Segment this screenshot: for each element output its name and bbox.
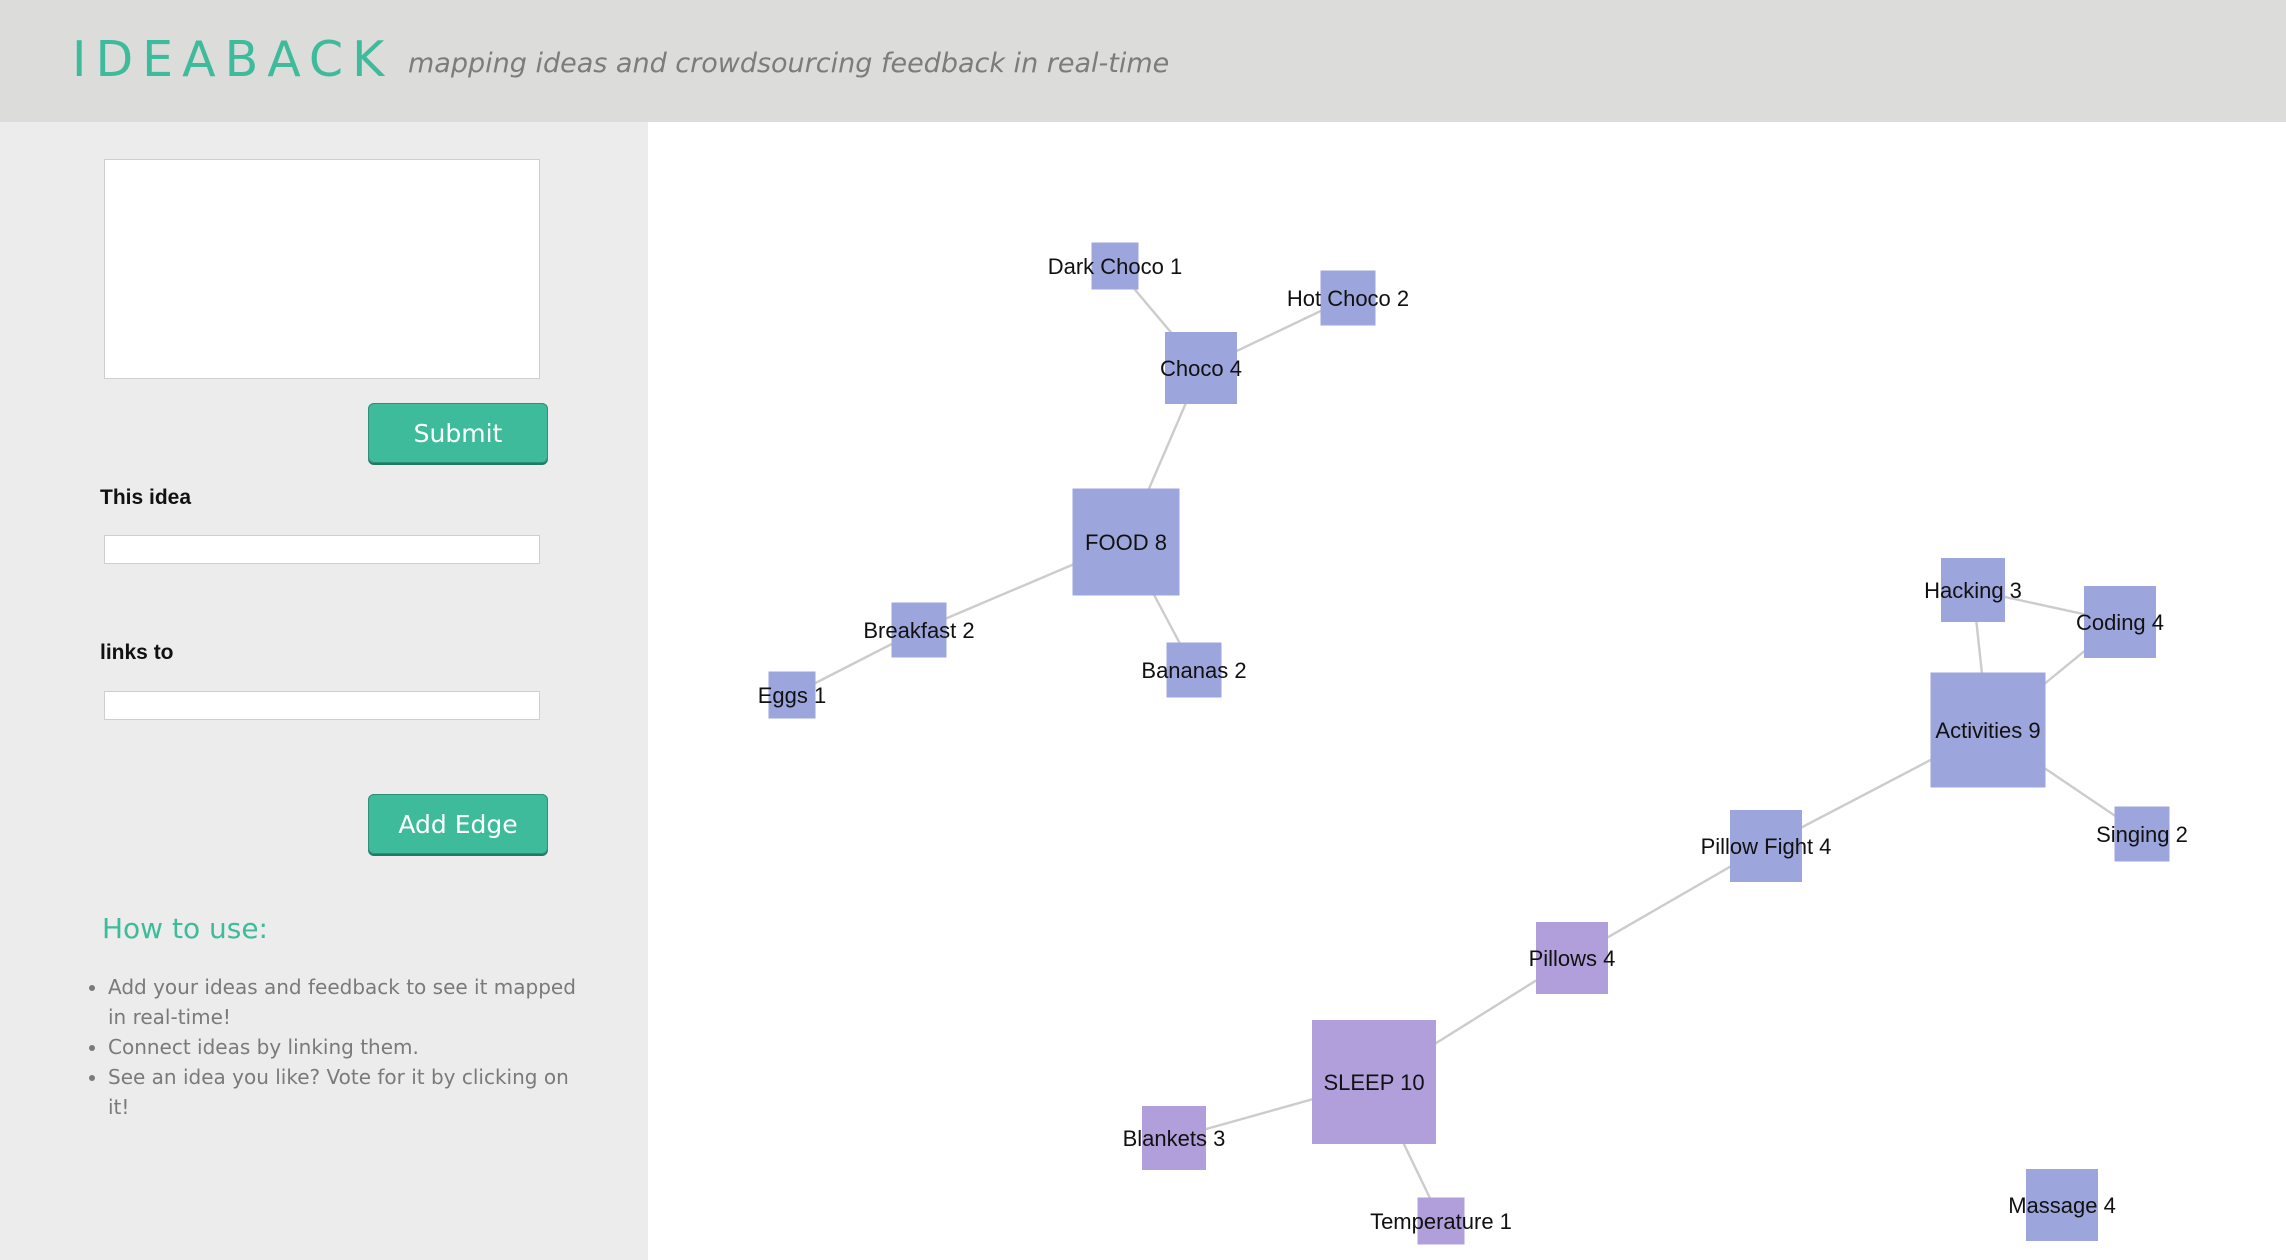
idea-node-box[interactable] <box>1941 558 2005 622</box>
idea-node-breakfast[interactable]: Breakfast 2 <box>863 602 975 658</box>
submit-button[interactable]: Submit <box>368 403 548 463</box>
idea-node-label: Hacking 3 <box>1924 578 2022 603</box>
links-to-input[interactable] <box>104 691 540 720</box>
idea-node-label: Activities 9 <box>1935 718 2040 743</box>
links-to-label: links to <box>100 641 174 664</box>
idea-node-box[interactable] <box>768 671 816 719</box>
idea-node-pillows[interactable]: Pillows 4 <box>1529 922 1616 994</box>
idea-node-darkchoco[interactable]: Dark Choco 1 <box>1048 242 1183 290</box>
idea-node-box[interactable] <box>2026 1169 2098 1241</box>
idea-node-food[interactable]: FOOD 8 <box>1072 488 1180 596</box>
this-idea-input[interactable] <box>104 535 540 564</box>
idea-node-massage[interactable]: Massage 4 <box>2008 1169 2116 1241</box>
idea-node-box[interactable] <box>1536 922 1608 994</box>
idea-node-hotchoco[interactable]: Hot Choco 2 <box>1287 270 1409 326</box>
list-item: Add your ideas and feedback to see it ma… <box>108 972 578 1032</box>
idea-node-box[interactable] <box>891 602 947 658</box>
idea-node-label: SLEEP 10 <box>1323 1070 1424 1095</box>
idea-node-label: Dark Choco 1 <box>1048 254 1183 279</box>
idea-node-box[interactable] <box>1142 1106 1206 1170</box>
idea-node-label: Choco 4 <box>1160 356 1242 381</box>
add-edge-button[interactable]: Add Edge <box>368 794 548 854</box>
idea-node-hacking[interactable]: Hacking 3 <box>1924 558 2022 622</box>
app-tagline: mapping ideas and crowdsourcing feedback… <box>408 48 1170 79</box>
list-item: See an idea you like? Vote for it by cli… <box>108 1062 578 1122</box>
idea-node-label: Coding 4 <box>2076 610 2164 635</box>
idea-node-box[interactable] <box>1930 672 2046 788</box>
idea-node-label: Singing 2 <box>2096 822 2188 847</box>
idea-node-singing[interactable]: Singing 2 <box>2096 806 2188 862</box>
idea-node-blankets[interactable]: Blankets 3 <box>1123 1106 1226 1170</box>
idea-node-coding[interactable]: Coding 4 <box>2076 586 2164 658</box>
how-to-use-list: Add your ideas and feedback to see it ma… <box>80 972 578 1122</box>
idea-node-label: Breakfast 2 <box>863 618 974 643</box>
idea-node-box[interactable] <box>1091 242 1139 290</box>
idea-node-box[interactable] <box>1166 642 1222 698</box>
idea-node-box[interactable] <box>1730 810 1802 882</box>
idea-node-pillowfight[interactable]: Pillow Fight 4 <box>1701 810 1832 882</box>
idea-node-box[interactable] <box>1417 1197 1465 1245</box>
idea-node-temperature[interactable]: Temperature 1 <box>1370 1197 1512 1245</box>
idea-node-label: Pillow Fight 4 <box>1701 834 1832 859</box>
idea-node-bananas[interactable]: Bananas 2 <box>1141 642 1247 698</box>
app-header: IDEABACK mapping ideas and crowdsourcing… <box>0 0 2286 122</box>
how-to-use-heading: How to use: <box>102 912 268 945</box>
idea-node-label: Blankets 3 <box>1123 1126 1226 1151</box>
idea-node-label: Eggs 1 <box>758 683 827 708</box>
idea-node-label: FOOD 8 <box>1085 530 1167 555</box>
idea-node-choco[interactable]: Choco 4 <box>1160 332 1242 404</box>
idea-node-box[interactable] <box>1072 488 1180 596</box>
sidebar: Submit This idea links to Add Edge How t… <box>0 122 648 1260</box>
nodes-layer: FOOD 8 Choco 4 Dark Choco 1 Hot Choco 2 Brea… <box>758 242 2188 1245</box>
idea-node-label: Bananas 2 <box>1141 658 1246 683</box>
idea-node-activities[interactable]: Activities 9 <box>1930 672 2046 788</box>
idea-node-box[interactable] <box>1312 1020 1436 1144</box>
idea-node-box[interactable] <box>2114 806 2170 862</box>
idea-node-label: Temperature 1 <box>1370 1209 1512 1234</box>
idea-node-box[interactable] <box>1165 332 1237 404</box>
list-item: Connect ideas by linking them. <box>108 1032 578 1062</box>
idea-node-label: Hot Choco 2 <box>1287 286 1409 311</box>
idea-graph-canvas: FOOD 8 Choco 4 Dark Choco 1 Hot Choco 2 Brea… <box>648 122 2286 1260</box>
idea-node-box[interactable] <box>1320 270 1376 326</box>
idea-node-label: Massage 4 <box>2008 1193 2116 1218</box>
this-idea-label: This idea <box>100 486 192 509</box>
idea-node-sleep[interactable]: SLEEP 10 <box>1312 1020 1436 1144</box>
idea-graph-svg: FOOD 8 Choco 4 Dark Choco 1 Hot Choco 2 Brea… <box>758 242 2188 1245</box>
idea-node-eggs[interactable]: Eggs 1 <box>758 671 827 719</box>
app-logo: IDEABACK <box>72 31 394 88</box>
idea-node-box[interactable] <box>2084 586 2156 658</box>
idea-node-label: Pillows 4 <box>1529 946 1616 971</box>
idea-input[interactable] <box>104 159 540 379</box>
